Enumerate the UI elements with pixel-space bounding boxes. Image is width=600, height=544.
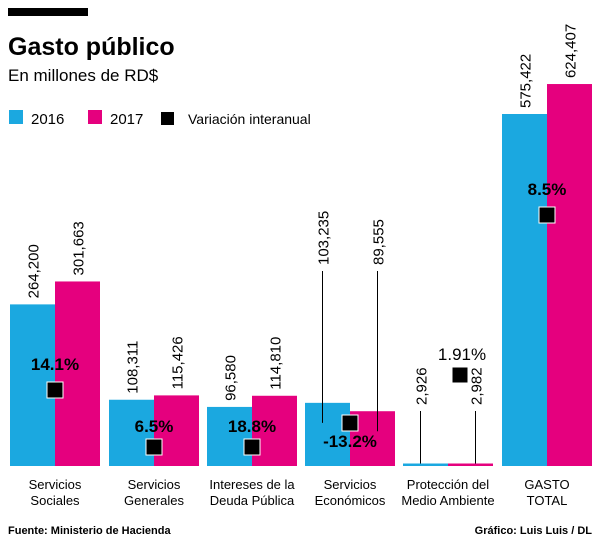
legend: 2016 2017 Variación interanual [9, 110, 311, 128]
bar-2016 [502, 114, 547, 466]
data-label: 114,810 [268, 337, 285, 390]
chart-subtitle: En millones de RD$ [8, 66, 159, 85]
variation-label: -13.2% [323, 432, 377, 451]
category-label: Intereses de la [209, 477, 295, 492]
bar-2017 [547, 84, 592, 466]
data-label: 2,982 [469, 367, 486, 405]
bar-2017 [55, 281, 100, 466]
source-note: Fuente: Ministerio de Hacienda [8, 525, 171, 537]
data-label: 115,426 [170, 336, 187, 389]
data-label: 89,555 [371, 219, 388, 265]
bar-2016 [403, 463, 448, 466]
category-label: Servicios [29, 477, 82, 492]
credit-note: Gráfico: Luis Luis / DL [475, 525, 593, 537]
legend-label-2017: 2017 [110, 111, 143, 128]
category-label: GASTO [524, 477, 569, 492]
data-label: 2,926 [414, 367, 431, 405]
category-label: Protección del [407, 477, 489, 492]
variation-label: 1.91% [438, 345, 486, 364]
data-label: 96,580 [223, 355, 240, 401]
category-label: Servicios [128, 477, 181, 492]
bar-2016 [305, 402, 350, 466]
legend-label-variation: Variación interanual [188, 111, 311, 127]
variation-marker [243, 438, 261, 456]
variation-marker [341, 414, 359, 432]
variation-label: 18.8% [228, 417, 276, 436]
variation-label: 14.1% [31, 355, 79, 374]
category-label: Económicos [315, 493, 386, 508]
category-label: Deuda Pública [210, 493, 295, 508]
variation-marker [451, 366, 469, 384]
variation-marker [538, 206, 556, 224]
category-label: Servicios [324, 477, 377, 492]
variation-marker [46, 381, 64, 399]
bar-2016 [207, 406, 252, 466]
data-label: 624,407 [563, 24, 580, 78]
variation-label: 8.5% [528, 180, 567, 199]
data-label: 264,200 [26, 244, 43, 298]
legend-swatch-2017 [88, 110, 102, 124]
legend-swatch-2016 [9, 110, 23, 124]
legend-swatch-variation [161, 112, 174, 125]
category-label: Sociales [30, 493, 80, 508]
variation-marker [145, 438, 163, 456]
data-label: 103,235 [316, 211, 333, 265]
chart-title: Gasto público [8, 33, 175, 61]
variation-label: 6.5% [135, 417, 174, 436]
legend-label-2016: 2016 [31, 111, 64, 128]
category-label: Generales [124, 493, 184, 508]
data-label: 301,663 [71, 221, 88, 275]
bar-2017 [448, 463, 493, 466]
data-label: 108,311 [125, 341, 142, 394]
category-label: TOTAL [527, 493, 568, 508]
header-bar [8, 8, 88, 16]
data-label: 575,422 [518, 54, 535, 108]
category-label: Medio Ambiente [401, 493, 494, 508]
